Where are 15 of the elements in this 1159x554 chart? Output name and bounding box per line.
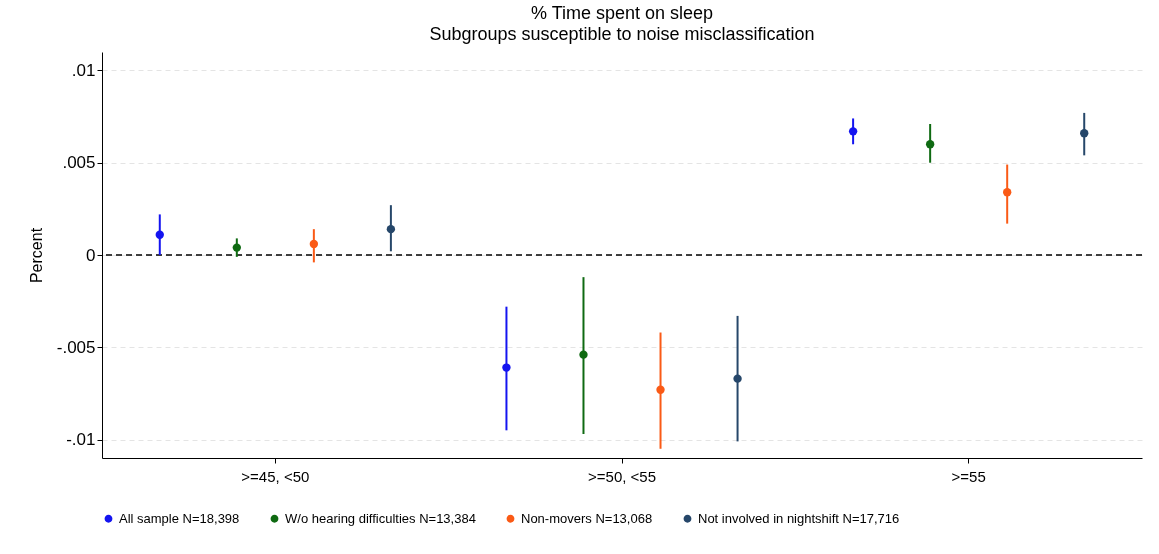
x-tick-label: >=45, <50 [241,467,310,485]
legend-label: Not involved in nightshift N=17,716 [698,510,900,526]
y-tick-label: 0 [86,245,96,265]
y-tick-label: -.005 [56,337,96,357]
chart-subtitle: Subgroups susceptible to noise misclassification [429,24,815,44]
legend-label: All sample N=18,398 [119,510,240,526]
y-tick-label: .01 [71,60,96,80]
x-tick-label: >=55 [951,467,986,485]
y-tick-label: -.01 [66,430,96,450]
y-tick-label: .005 [62,153,96,173]
x-tick-label: >=50, <55 [588,467,656,485]
legend-label: W/o hearing difficulties N=13,384 [285,510,476,526]
chart-title: % Time spent on sleep [530,3,714,23]
y-axis-title: Percent [27,227,45,284]
legend-label: Non-movers N=13,068 [521,510,653,526]
